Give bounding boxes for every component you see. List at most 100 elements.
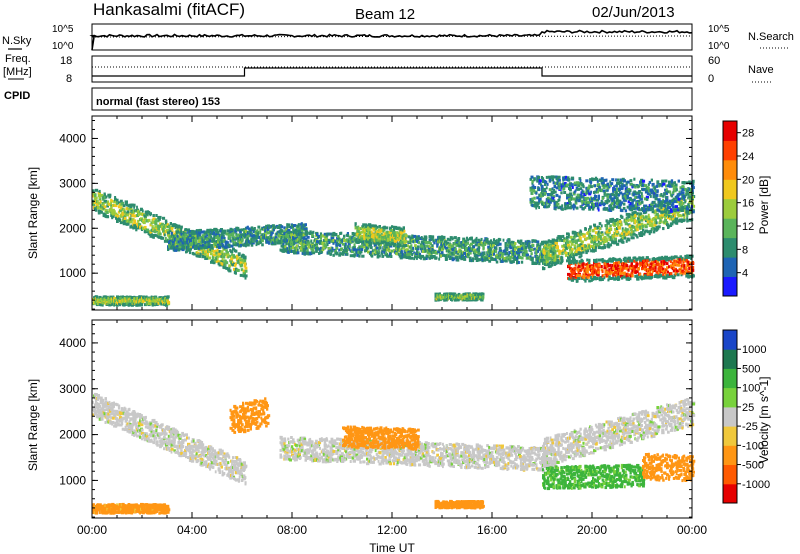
heatmap-cell [191, 236, 195, 240]
heatmap-cell [590, 249, 593, 253]
heatmap-cell [435, 251, 439, 255]
heatmap-cell [235, 243, 239, 247]
heatmap-cell [367, 231, 370, 235]
heatmap-cell [627, 268, 630, 272]
heatmap-cell [207, 230, 210, 234]
heatmap-cell [370, 254, 374, 258]
heatmap-cell [381, 235, 385, 239]
heatmap-cell [178, 244, 182, 248]
heatmap-cell [176, 237, 180, 241]
heatmap-cell [519, 242, 522, 245]
heatmap-cell [630, 266, 634, 270]
heatmap-cell [264, 229, 267, 233]
heatmap-cell [441, 248, 443, 252]
heatmap-cell [178, 224, 181, 228]
heatmap-cell [353, 248, 357, 252]
heatmap-cell [674, 219, 677, 223]
heatmap-cell [285, 227, 289, 231]
heatmap-cell [644, 275, 647, 279]
heatmap-cell [534, 262, 537, 265]
heatmap-cell [568, 235, 570, 239]
heatmap-cell [658, 269, 661, 273]
heatmap-cell [371, 224, 374, 228]
heatmap-cell [436, 241, 439, 245]
heatmap-cell [302, 250, 306, 253]
heatmap-cell [683, 215, 686, 219]
heatmap-cell [692, 204, 696, 208]
heatmap-cell [607, 221, 610, 225]
heatmap-cell [598, 242, 603, 245]
heatmap-cell [463, 257, 467, 261]
heatmap-cell [114, 196, 117, 199]
heatmap-cell [163, 239, 168, 243]
heatmap-cell [287, 250, 290, 254]
heatmap-cell [314, 243, 318, 247]
heatmap-cell [577, 252, 581, 255]
heatmap-cell [662, 220, 665, 224]
heatmap-cell [408, 252, 412, 256]
heatmap-cell [230, 250, 234, 254]
heatmap-cell [614, 222, 618, 226]
heatmap-cell [118, 303, 122, 307]
heatmap-cell [189, 238, 192, 242]
heatmap-cell [653, 211, 656, 215]
heatmap-cell [152, 214, 155, 217]
heatmap-cell [371, 251, 374, 255]
heatmap-cell [145, 212, 149, 216]
heatmap-cell [236, 268, 240, 272]
heatmap-cell [201, 248, 205, 252]
heatmap-cell [668, 217, 671, 221]
cpid-value: normal (fast stereo) 153 [96, 96, 220, 108]
heatmap-cell [380, 232, 383, 236]
heatmap-cell [194, 239, 198, 242]
heatmap-cell [547, 243, 551, 247]
heatmap-cell [495, 239, 498, 243]
heatmap-cell [597, 258, 601, 262]
heatmap-cell [440, 254, 442, 258]
heatmap-cell [365, 233, 369, 237]
heatmap-cell [191, 229, 194, 233]
heatmap-cell [493, 238, 496, 242]
heatmap-cell [379, 227, 383, 231]
heatmap-cell [307, 239, 310, 243]
heatmap-cell [308, 232, 312, 235]
heatmap-cell [246, 243, 250, 247]
heatmap-cell [350, 250, 354, 254]
heatmap-cell [378, 235, 381, 238]
heatmap-cell [321, 234, 325, 238]
heatmap-cell [618, 226, 621, 230]
heatmap-cell [425, 244, 429, 248]
heatmap-cell [571, 240, 575, 243]
heatmap-cell [154, 222, 158, 226]
heatmap-cell [256, 232, 260, 236]
heatmap-cell [138, 213, 140, 216]
heatmap-cell [471, 259, 474, 262]
heatmap-cell [424, 236, 428, 240]
heatmap-cell [270, 231, 273, 235]
heatmap-cell [642, 224, 645, 228]
heatmap-cell [662, 227, 665, 230]
heatmap-cell [572, 261, 576, 265]
heatmap-cell [630, 264, 633, 267]
heatmap-cell [638, 275, 641, 279]
heatmap-cell [233, 263, 237, 267]
heatmap-cell [110, 198, 113, 202]
heatmap-cell [332, 253, 335, 257]
heatmap-cell [621, 240, 625, 244]
heatmap-cell [220, 259, 224, 263]
heatmap-cell [344, 242, 347, 246]
heatmap-cell [584, 267, 587, 271]
heatmap-cell [489, 246, 493, 250]
heatmap-cell [587, 249, 590, 253]
heatmap-cell [631, 274, 634, 278]
heatmap-cell [602, 242, 605, 246]
heatmap-cell [368, 252, 371, 255]
heatmap-cell [119, 221, 123, 225]
heatmap-cell [636, 228, 639, 232]
heatmap-cell [230, 260, 233, 264]
heatmap-cell [304, 228, 308, 232]
heatmap-cell [589, 232, 592, 236]
heatmap-cell [382, 229, 385, 233]
heatmap-cell [421, 250, 425, 253]
heatmap-cell [373, 248, 377, 252]
